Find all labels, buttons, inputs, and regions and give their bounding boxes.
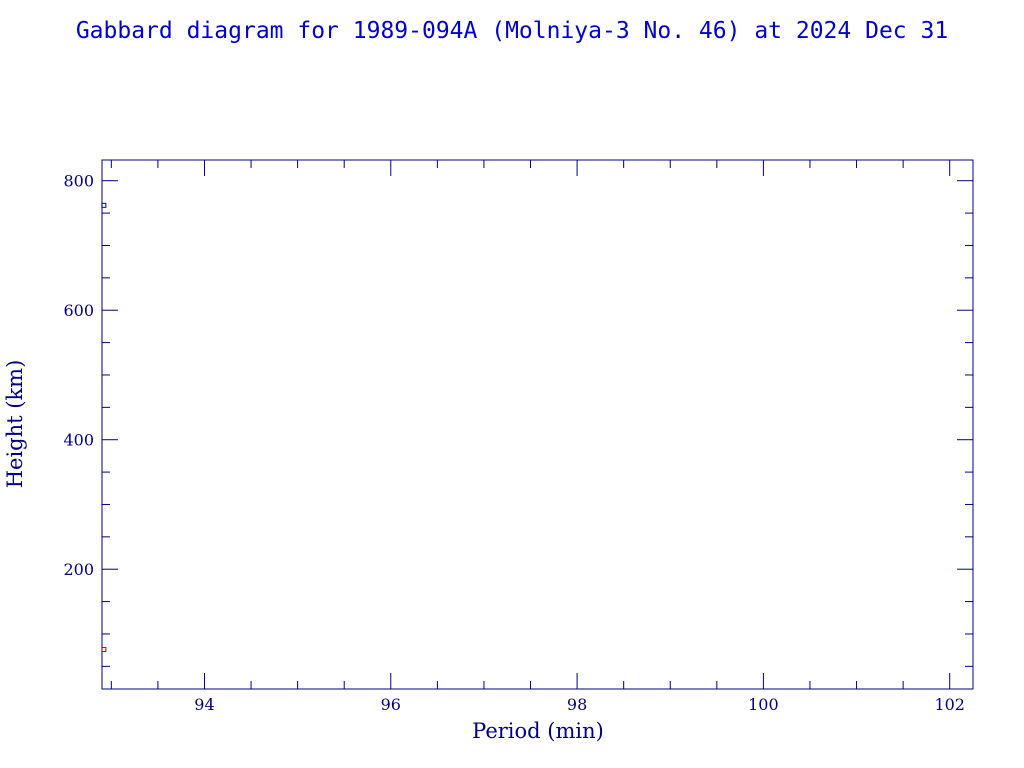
apogee-point: [101, 202, 107, 208]
x-tick-label: 96: [381, 695, 401, 714]
x-tick-label: 100: [748, 695, 779, 714]
x-tick-label: 94: [194, 695, 214, 714]
plot-frame: [101, 159, 974, 690]
y-tick-label: 200: [63, 560, 94, 579]
axis-ticks: [102, 160, 973, 689]
y-tick-label: 600: [63, 301, 94, 320]
chart-title: Gabbard diagram for 1989-094A (Molniya-3…: [76, 18, 948, 44]
x-axis-label: Period (min): [472, 719, 604, 743]
y-axis-label: Height (km): [3, 360, 27, 489]
perigee-point: [101, 647, 107, 653]
y-tick-labels: 200 400 600 800: [63, 172, 94, 579]
x-tick-labels: 94 96 98 100 102: [194, 695, 965, 714]
data-points: [101, 202, 107, 653]
x-tick-label: 102: [934, 695, 965, 714]
y-tick-label: 800: [63, 172, 94, 191]
y-tick-label: 400: [63, 431, 94, 450]
x-tick-label: 98: [567, 695, 587, 714]
